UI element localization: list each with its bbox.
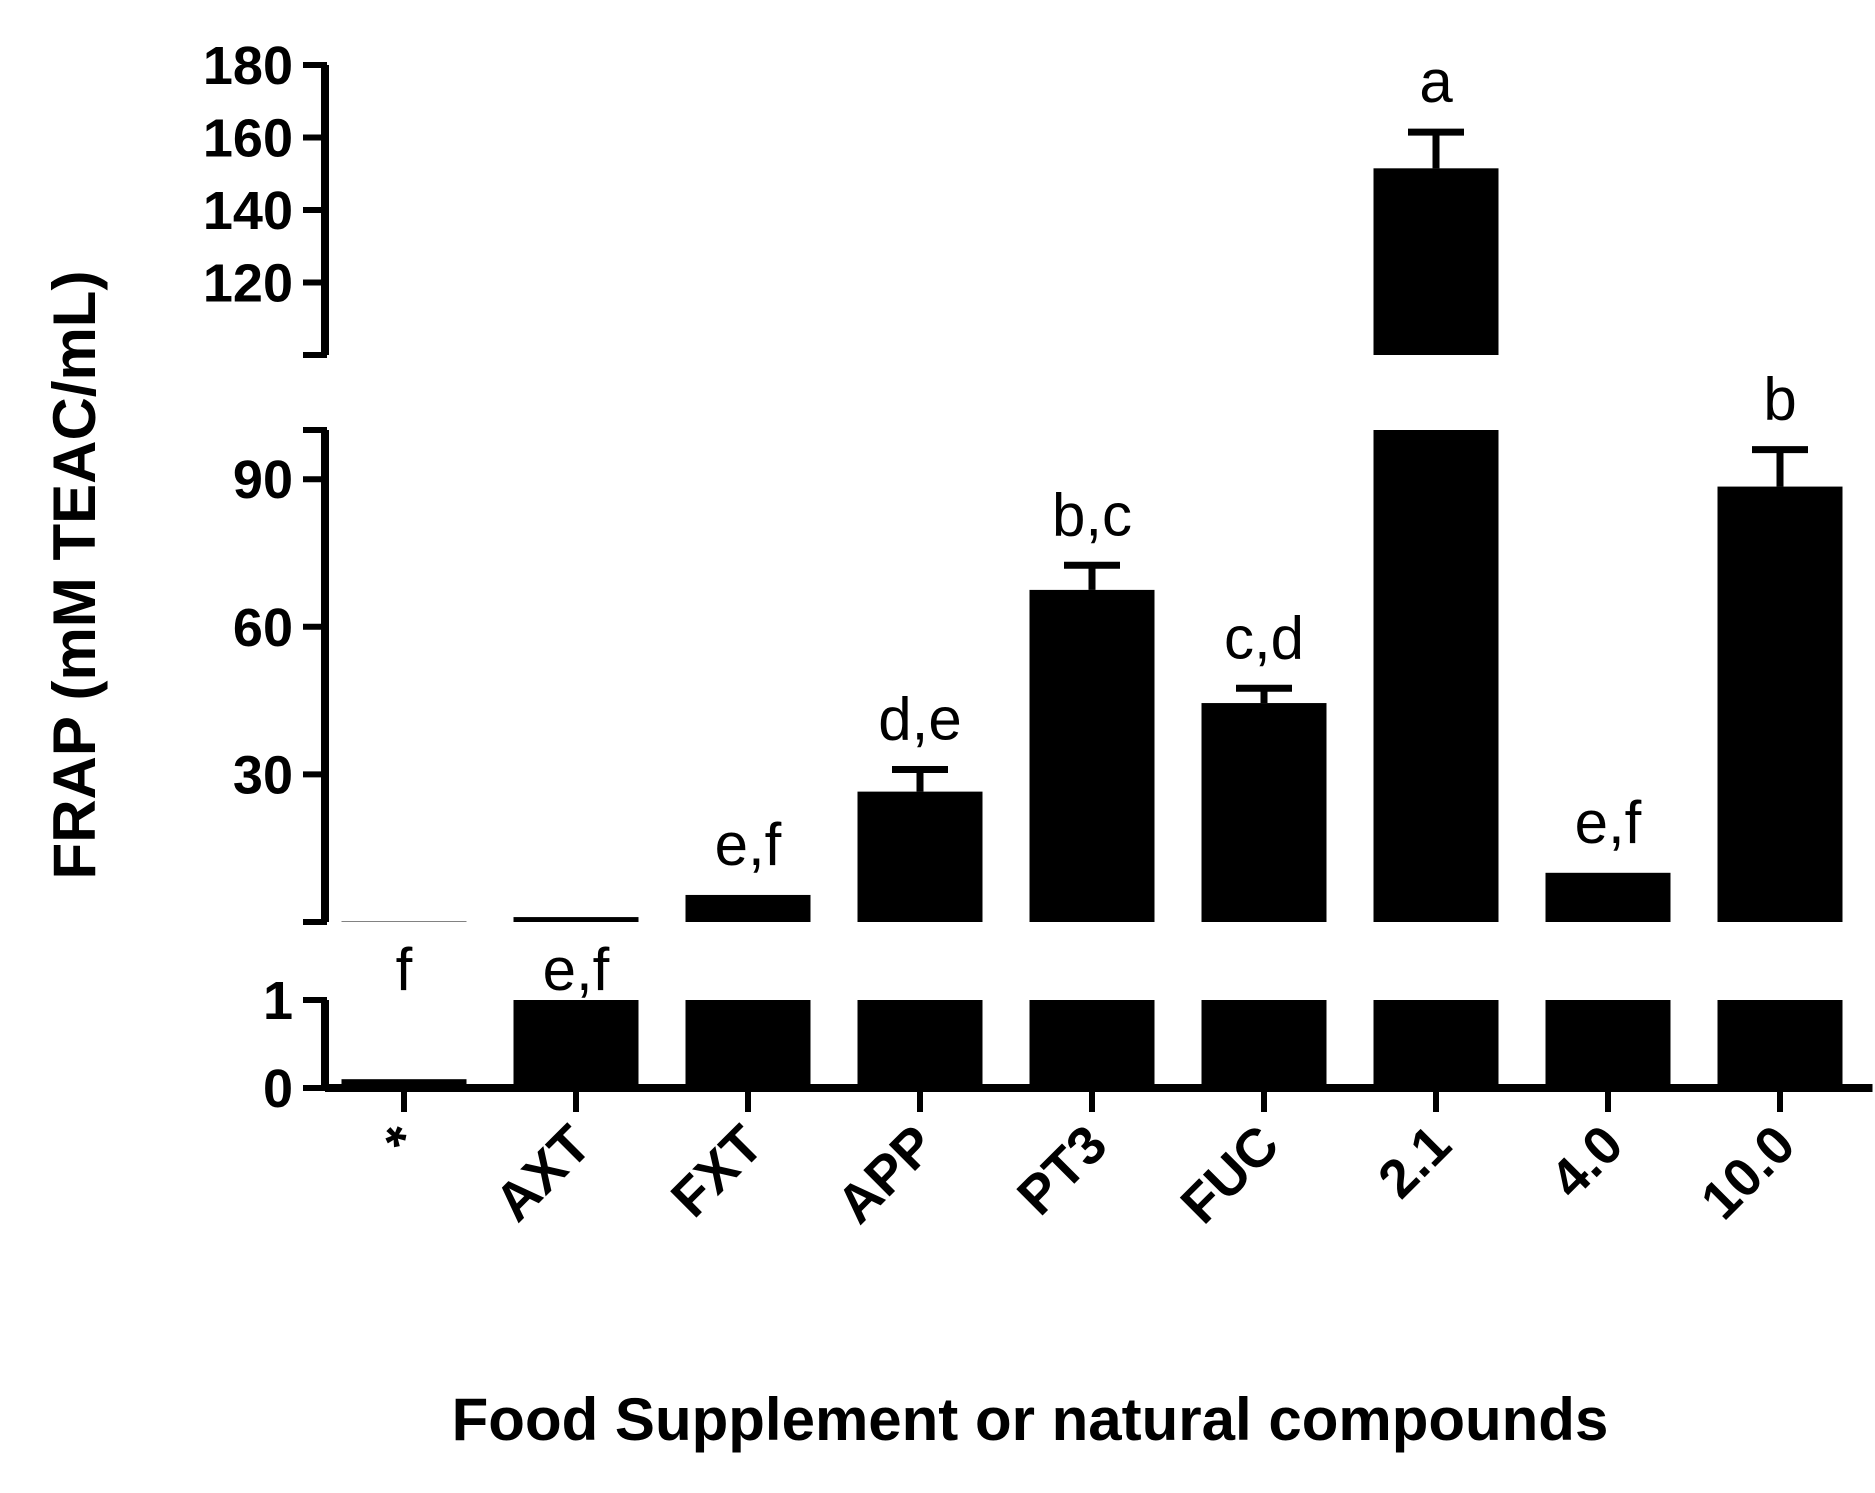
bar-FUC-seg1 xyxy=(1201,703,1327,922)
y-tick-label: 140 xyxy=(203,181,293,241)
y-tick-label: 90 xyxy=(233,450,293,510)
y-tick-label: 1 xyxy=(263,971,293,1031)
bar-PT3-seg0 xyxy=(1029,1000,1155,1088)
bar-4.0-seg0 xyxy=(1545,1000,1671,1088)
x-tick-label-PT3: PT3 xyxy=(1006,1114,1118,1226)
significance-label-AXT: e,f xyxy=(543,936,610,1003)
y-tick-label: 30 xyxy=(233,745,293,805)
y-tick-label: 120 xyxy=(203,254,293,314)
significance-label-4.0: e,f xyxy=(1575,789,1642,856)
bar-*-seg0 xyxy=(341,1079,467,1088)
x-tick-label-FXT: FXT xyxy=(660,1114,775,1229)
bar-4.0-seg1 xyxy=(1545,872,1671,922)
y-tick-label: 60 xyxy=(233,598,293,658)
x-tick-label-10.0: 10.0 xyxy=(1690,1114,1807,1231)
bar-FXT-seg0 xyxy=(685,1000,811,1088)
bar-2.1-seg0 xyxy=(1373,1000,1499,1088)
bar-FXT-seg1 xyxy=(685,894,811,922)
x-tick-label-APP: APP xyxy=(826,1114,947,1235)
bar-APP-seg0 xyxy=(857,1000,983,1088)
significance-label-10.0: b xyxy=(1763,366,1796,433)
bar-APP-seg1 xyxy=(857,791,983,922)
y-axis-title: FRAP (mM TEAC/mL) xyxy=(41,271,108,880)
significance-label-FUC: c,d xyxy=(1224,604,1304,671)
x-tick-label-FUC: FUC xyxy=(1170,1114,1291,1235)
significance-label-*: f xyxy=(396,936,413,1003)
bars-layer xyxy=(341,128,1843,1088)
bar-2.1-seg1 xyxy=(1373,430,1499,922)
x-tick-label-*: * xyxy=(373,1114,430,1171)
bar-2.1-seg2 xyxy=(1373,168,1499,355)
x-tick-label-AXT: AXT xyxy=(484,1114,603,1233)
significance-label-2.1: a xyxy=(1419,48,1453,115)
significance-label-PT3: b,c xyxy=(1052,481,1132,548)
x-tick-label-2.1: 2.1 xyxy=(1367,1114,1463,1210)
bar-AXT-seg1 xyxy=(513,917,639,922)
x-axis-title: Food Supplement or natural compounds xyxy=(452,1386,1609,1453)
significance-label-APP: d,e xyxy=(878,685,961,752)
y-tick-label: 0 xyxy=(263,1059,293,1119)
bar-PT3-seg1 xyxy=(1029,589,1155,922)
axes-layer: 0 1 30 60 90 120 140 160 180 xyxy=(203,36,1873,1119)
y-tick-label: 180 xyxy=(203,36,293,96)
bar-FUC-seg0 xyxy=(1201,1000,1327,1088)
significance-label-FXT: e,f xyxy=(715,811,782,878)
x-tick-label-4.0: 4.0 xyxy=(1539,1114,1635,1210)
bar-10.0-seg0 xyxy=(1717,1000,1843,1088)
y-tick-label: 160 xyxy=(203,109,293,169)
bar-AXT-seg0 xyxy=(513,1000,639,1088)
bar-10.0-seg1 xyxy=(1717,486,1843,922)
